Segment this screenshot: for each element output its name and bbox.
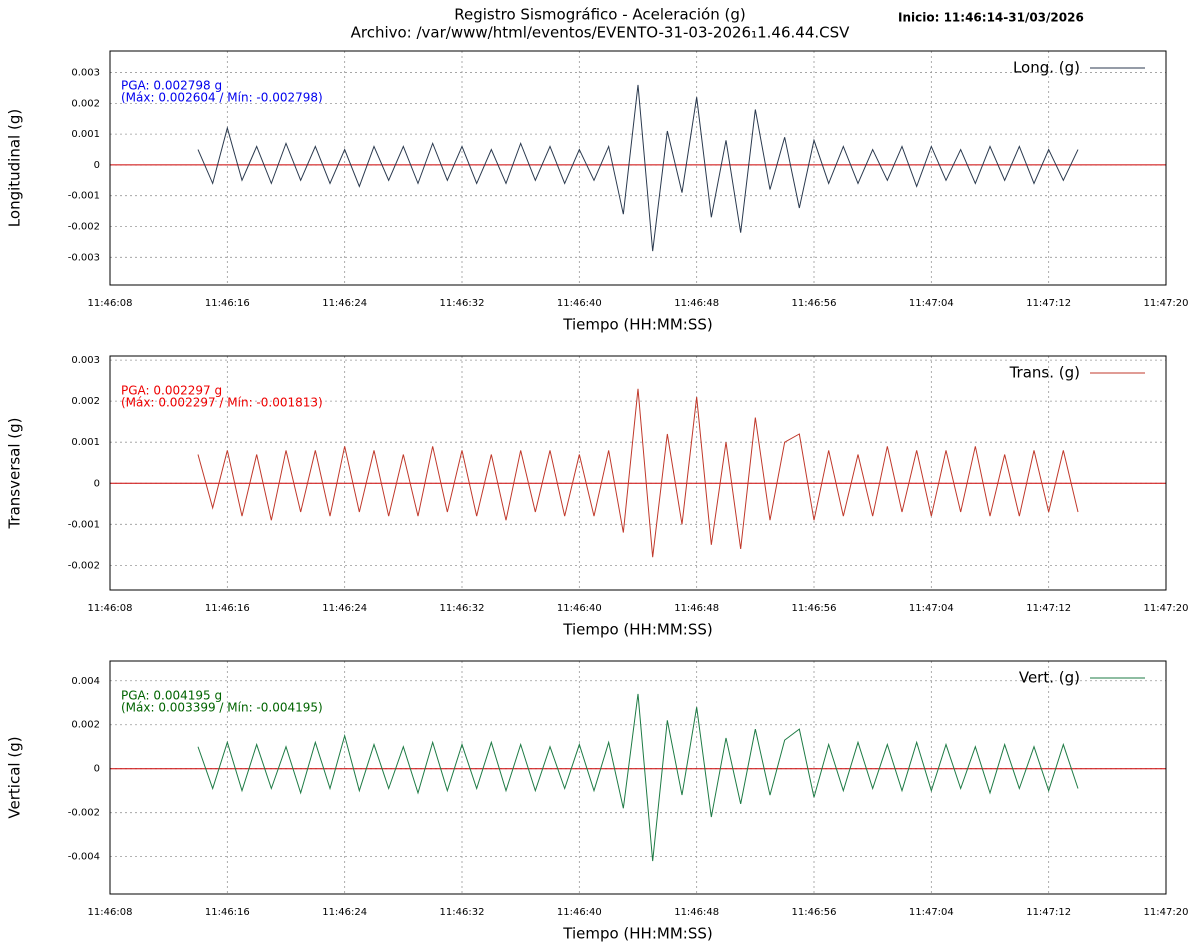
y-tick-label: -0.001 xyxy=(68,191,100,202)
trace xyxy=(197,388,1079,558)
x-tick-label: 11:46:24 xyxy=(322,298,367,309)
legend-label: Trans. (g) xyxy=(1009,364,1080,382)
annotation: (Máx: 0.002604 / Mín: -0.002798) xyxy=(121,91,323,105)
x-tick-label: 11:47:20 xyxy=(1144,907,1189,918)
y-axis-label: Vertical (g) xyxy=(6,736,24,818)
x-tick-label: 11:46:16 xyxy=(205,298,250,309)
y-tick-label: -0.001 xyxy=(68,519,100,530)
annotation: PGA: 0.004195 g xyxy=(121,689,222,703)
x-axis-label: Tiempo (HH:MM:SS) xyxy=(562,925,712,943)
x-tick-label: 11:47:12 xyxy=(1026,907,1071,918)
x-tick-label: 11:47:04 xyxy=(909,603,954,614)
x-axis-label: Tiempo (HH:MM:SS) xyxy=(562,621,712,639)
y-tick-label: -0.002 xyxy=(68,808,100,819)
legend-label: Long. (g) xyxy=(1013,59,1080,77)
annotation: (Máx: 0.002297 / Mín: -0.001813) xyxy=(121,396,323,410)
legend-label: Vert. (g) xyxy=(1019,669,1080,687)
x-tick-label: 11:46:24 xyxy=(322,603,367,614)
start-time: Inicio: 11:46:14-31/03/2026 xyxy=(898,11,1084,25)
x-tick-label: 11:46:24 xyxy=(322,907,367,918)
annotation: PGA: 0.002297 g xyxy=(121,384,222,398)
x-tick-label: 11:46:16 xyxy=(205,603,250,614)
x-tick-label: 11:47:20 xyxy=(1144,298,1189,309)
y-tick-label: 0 xyxy=(94,160,100,171)
x-tick-label: 11:46:48 xyxy=(674,298,719,309)
x-tick-label: 11:47:04 xyxy=(909,907,954,918)
x-tick-label: 11:46:32 xyxy=(440,603,485,614)
x-tick-label: 11:46:48 xyxy=(674,603,719,614)
y-tick-label: -0.002 xyxy=(68,222,100,233)
plot-frame xyxy=(109,355,1167,591)
x-tick-label: 11:46:16 xyxy=(205,907,250,918)
x-tick-label: 11:46:32 xyxy=(440,907,485,918)
annotation: (Máx: 0.003399 / Mín: -0.004195) xyxy=(121,701,323,715)
trace xyxy=(197,84,1079,252)
annotation: PGA: 0.002798 g xyxy=(121,79,222,93)
x-tick-label: 11:46:08 xyxy=(88,907,133,918)
y-tick-label: -0.004 xyxy=(68,852,100,863)
y-tick-label: 0.002 xyxy=(71,720,100,731)
x-tick-label: 11:46:08 xyxy=(88,298,133,309)
chart-subtitle: Archivo: /var/www/html/eventos/EVENTO-31… xyxy=(351,24,851,42)
x-tick-label: 11:47:20 xyxy=(1144,603,1189,614)
y-axis-label: Longitudinal (g) xyxy=(6,109,24,227)
y-tick-label: 0.001 xyxy=(71,437,100,448)
y-tick-label: 0.003 xyxy=(71,68,100,79)
trace xyxy=(197,693,1079,862)
x-axis-label: Tiempo (HH:MM:SS) xyxy=(562,316,712,334)
x-tick-label: 11:46:32 xyxy=(440,298,485,309)
x-tick-label: 11:46:40 xyxy=(557,907,602,918)
y-tick-label: 0.003 xyxy=(71,355,100,366)
y-tick-label: -0.002 xyxy=(68,560,100,571)
y-tick-label: -0.003 xyxy=(68,252,100,263)
y-tick-label: 0.002 xyxy=(71,396,100,407)
y-tick-label: 0.002 xyxy=(71,98,100,109)
y-tick-label: 0.004 xyxy=(71,676,100,687)
x-tick-label: 11:46:56 xyxy=(792,603,837,614)
x-tick-label: 11:46:56 xyxy=(792,907,837,918)
plot-frame xyxy=(109,50,1167,286)
x-tick-label: 11:47:12 xyxy=(1026,603,1071,614)
x-tick-label: 11:46:56 xyxy=(792,298,837,309)
x-tick-label: 11:47:04 xyxy=(909,298,954,309)
x-tick-label: 11:47:12 xyxy=(1026,298,1071,309)
y-axis-label: Transversal (g) xyxy=(6,417,24,529)
x-tick-label: 11:46:08 xyxy=(88,603,133,614)
chart-title: Registro Sismográfico - Aceleración (g) xyxy=(454,6,745,24)
y-tick-label: 0 xyxy=(94,764,100,775)
x-tick-label: 11:46:40 xyxy=(557,298,602,309)
x-tick-label: 11:46:48 xyxy=(674,907,719,918)
y-tick-label: 0 xyxy=(94,478,100,489)
plot-frame xyxy=(109,660,1167,895)
x-tick-label: 11:46:40 xyxy=(557,603,602,614)
y-tick-label: 0.001 xyxy=(71,129,100,140)
